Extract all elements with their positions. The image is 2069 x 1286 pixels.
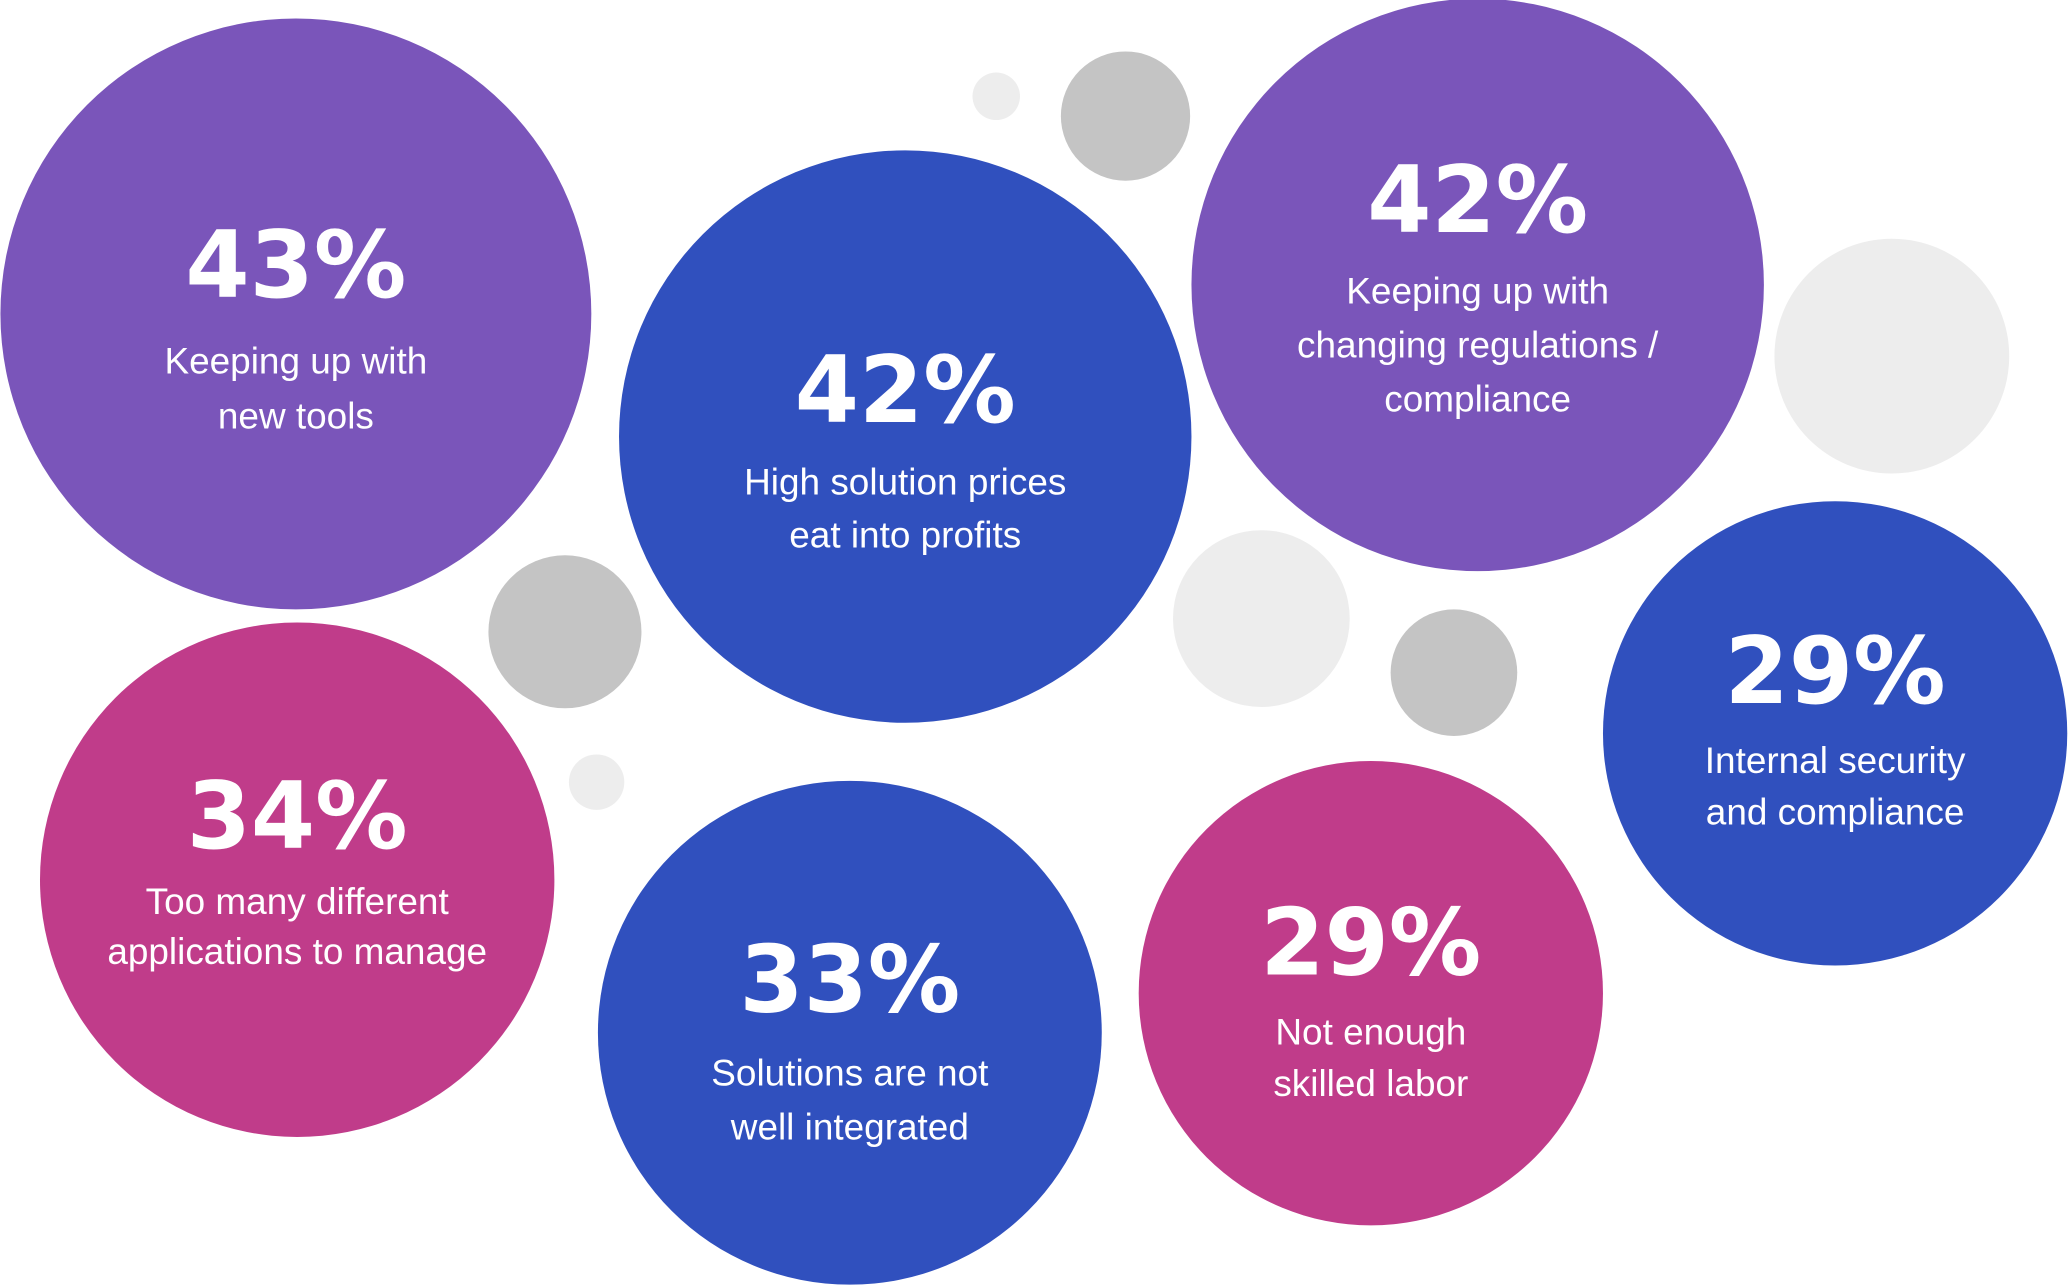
bubble-not-integrated: 33% Solutions are not well integrated: [597, 780, 1102, 1285]
bubble-circle: [0, 18, 592, 610]
bubble-value: 42%: [1367, 146, 1588, 254]
bubble-label-line: and compliance: [1706, 791, 1965, 832]
bubble-label-line: Too many different: [146, 881, 449, 922]
bubble-label-line: Keeping up with: [164, 340, 427, 381]
bubble-label-line: changing regulations /: [1297, 324, 1659, 365]
bubble-label-line: new tools: [218, 396, 374, 437]
bubble-high-prices: 42% High solution prices eat into profit…: [619, 150, 1192, 723]
bubble-circle: [597, 780, 1102, 1285]
decor-bubble: [488, 555, 642, 709]
bubble-value: 33%: [739, 926, 960, 1034]
bubble-label-line: Not enough: [1275, 1012, 1466, 1053]
bubble-label-line: skilled labor: [1273, 1063, 1468, 1104]
decor-bubble: [568, 754, 625, 810]
bubble-value: 42%: [795, 336, 1016, 444]
bubble-value: 43%: [185, 211, 406, 319]
bubble-value: 34%: [187, 762, 408, 870]
bubble-label-line: Solutions are not: [711, 1053, 988, 1094]
bubble-value: 29%: [1725, 617, 1946, 725]
bubble-internal-security: 29% Internal security and compliance: [1602, 501, 2068, 966]
bubble-circle: [619, 150, 1192, 723]
bubble-label-line: Internal security: [1705, 740, 1966, 781]
decor-bubble: [1390, 609, 1518, 736]
bubble-label-line: well integrated: [730, 1107, 969, 1148]
bubble-circle: [1602, 501, 2068, 966]
bubble-label-line: applications to manage: [107, 931, 487, 972]
decor-bubble: [1172, 530, 1350, 707]
bubble-new-tools: 43% Keeping up with new tools: [0, 18, 592, 610]
bubble-skilled-labor: 29% Not enough skilled labor: [1138, 761, 1603, 1226]
bubble-value: 29%: [1260, 889, 1481, 997]
decor-bubble: [1774, 238, 2010, 474]
bubble-circle: [1191, 0, 1764, 572]
decor-bubble: [972, 72, 1020, 121]
bubble-circle: [39, 622, 555, 1137]
bubble-regulations: 42% Keeping up with changing regulations…: [1191, 0, 1764, 572]
decor-bubble: [1060, 51, 1191, 181]
bubble-label-line: compliance: [1384, 379, 1571, 420]
bubble-label-line: Keeping up with: [1346, 270, 1609, 311]
bubble-circle: [1138, 761, 1603, 1226]
bubble-too-many-apps: 34% Too many different applications to m…: [39, 622, 555, 1137]
bubble-label-line: High solution prices: [744, 462, 1066, 503]
bubble-label-line: eat into profits: [789, 514, 1021, 555]
